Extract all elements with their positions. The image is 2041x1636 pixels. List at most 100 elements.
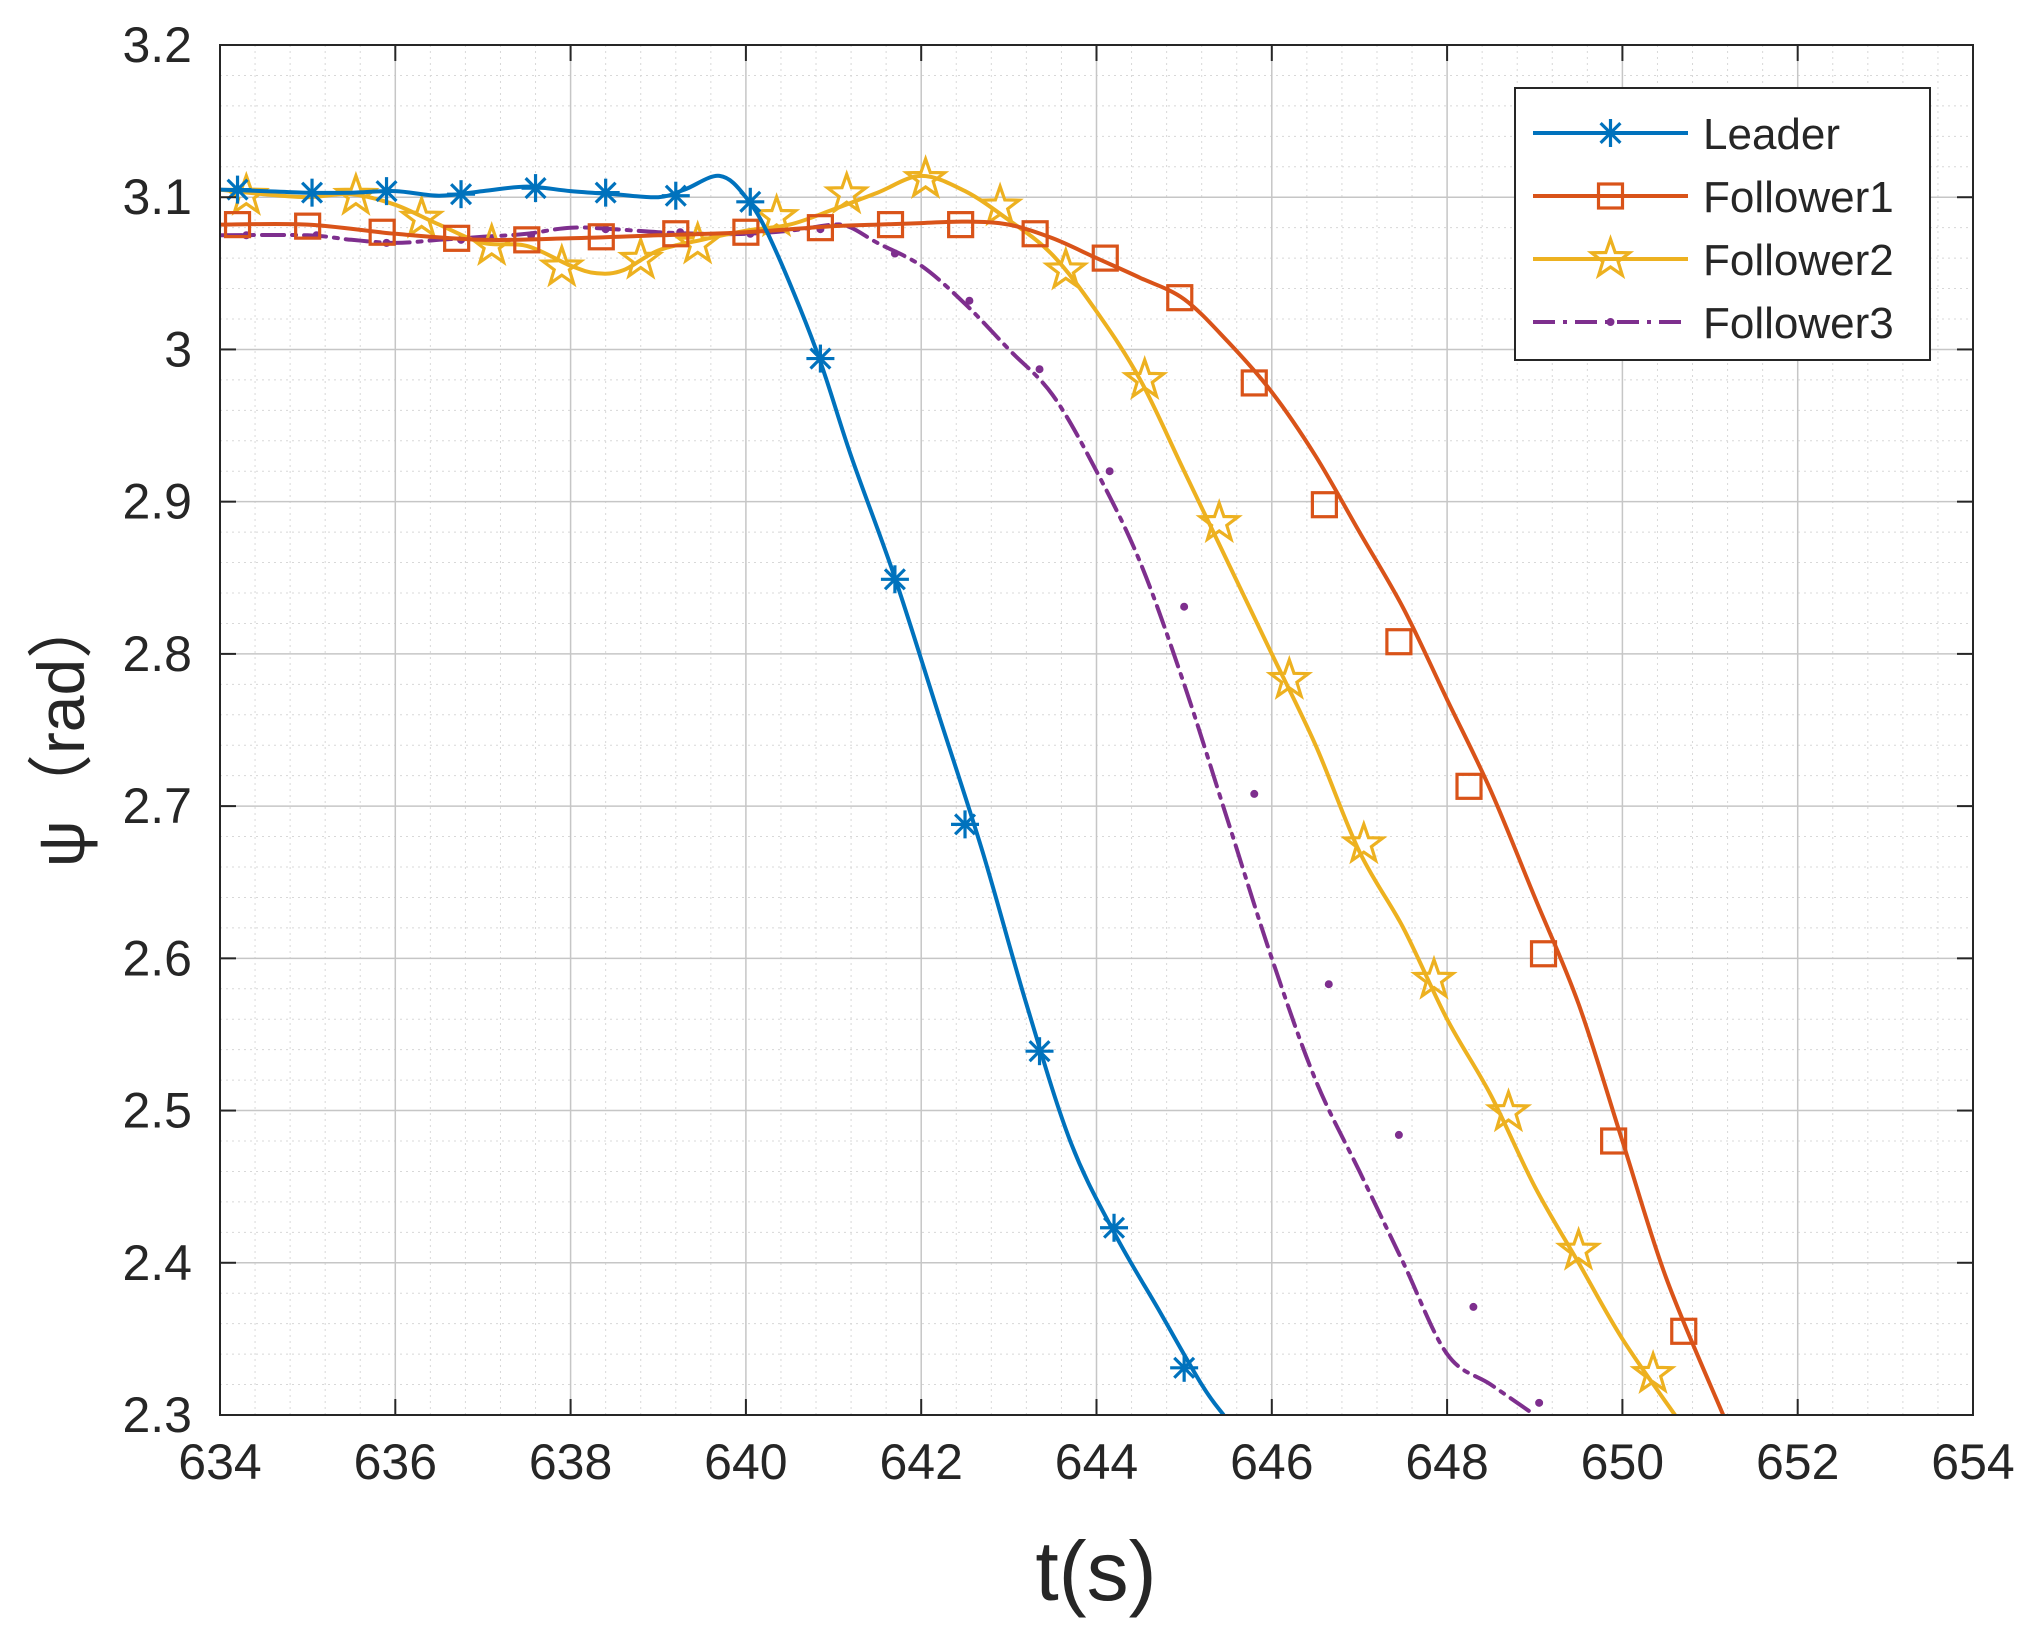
legend-item-leader: Leader	[1533, 110, 1840, 159]
y-tick-label: 2.7	[122, 778, 192, 834]
marker-follower2	[1410, 954, 1458, 1000]
marker-follower3	[1535, 1398, 1544, 1407]
marker-leader	[1100, 1213, 1129, 1242]
x-tick-label: 638	[529, 1434, 612, 1490]
marker-leader	[1025, 1037, 1054, 1066]
y-tick-label: 2.8	[122, 626, 192, 682]
marker-follower1	[1021, 220, 1049, 248]
legend-marker-follower1	[1596, 182, 1625, 210]
marker-follower1	[443, 224, 471, 252]
marker-follower2	[823, 169, 871, 215]
y-tick-label: 3	[164, 321, 192, 377]
marker-follower1	[1529, 940, 1558, 968]
legend-entries: Leader Follower1 Follower2 Follower3	[1533, 110, 1894, 348]
marker-follower1	[1385, 628, 1413, 656]
series-line-follower2	[220, 173, 1677, 1415]
marker-follower1	[294, 212, 322, 240]
marker-follower2	[976, 181, 1024, 227]
marker-follower2	[617, 234, 665, 280]
x-axis-label: t(s)	[1035, 1524, 1156, 1618]
marker-leader	[661, 181, 690, 210]
x-tick-label: 636	[354, 1434, 437, 1490]
legend-label-follower1: Follower1	[1703, 173, 1894, 222]
marker-leader	[880, 565, 909, 594]
x-tick-label: 654	[1931, 1434, 2014, 1490]
legend-label-follower2: Follower2	[1703, 236, 1894, 285]
legend-item-follower2: Follower2	[1533, 234, 1894, 285]
marker-follower1	[1600, 1127, 1628, 1155]
y-tick-label: 2.3	[122, 1387, 192, 1443]
marker-leader	[521, 174, 550, 203]
legend: Leader Follower1 Follower2 Follower3	[1514, 87, 1931, 361]
legend-marker-follower3	[1606, 318, 1615, 326]
series-line-leader	[220, 173, 1226, 1415]
marker-follower1	[662, 220, 690, 248]
x-tick-labels: 634 636 638 640 642 644 646 648 650 652 654	[178, 1434, 2014, 1490]
y-tick-label: 2.9	[122, 474, 192, 530]
marker-follower3	[965, 296, 974, 305]
marker-leader	[736, 187, 765, 216]
x-tick-label: 644	[1055, 1434, 1138, 1490]
marker-follower1	[368, 218, 396, 246]
y-tick-labels: 2.3 2.4 2.5 2.6 2.7 2.8 2.9 3 3.1 3.2	[122, 17, 192, 1443]
marker-leader	[223, 175, 252, 204]
marker-follower2	[1121, 355, 1169, 401]
x-tick-label: 652	[1756, 1434, 1839, 1490]
series-line-follower3	[220, 222, 1537, 1415]
marker-follower2	[901, 154, 950, 200]
marker-follower2	[1195, 498, 1243, 544]
marker-leader	[298, 178, 327, 207]
axis-ticks	[219, 44, 1974, 1416]
marker-leader	[1170, 1353, 1199, 1382]
marker-follower1	[947, 211, 975, 239]
x-tick-label: 646	[1230, 1434, 1313, 1490]
marker-follower2	[1629, 1349, 1677, 1395]
x-tick-label: 648	[1405, 1434, 1488, 1490]
series-line-follower1	[220, 219, 1726, 1415]
marker-follower2	[1554, 1225, 1603, 1271]
y-axis-label: ψ（rad）	[24, 593, 98, 867]
series-leader	[220, 173, 1226, 1415]
marker-leader	[372, 177, 401, 206]
series-follower1	[220, 211, 1726, 1415]
marker-leader	[447, 180, 476, 209]
legend-item-follower3: Follower3	[1533, 299, 1894, 348]
marker-follower3	[1180, 602, 1189, 611]
marker-follower3	[1394, 1130, 1403, 1139]
legend-marker-follower2	[1586, 234, 1635, 280]
marker-follower1	[1455, 772, 1483, 800]
marker-follower3	[601, 225, 610, 234]
marker-follower2	[397, 193, 446, 239]
marker-follower1	[513, 226, 541, 254]
marker-follower1	[223, 211, 252, 239]
legend-label-follower3: Follower3	[1703, 299, 1894, 348]
marker-follower1	[587, 223, 615, 251]
marker-follower2	[1265, 654, 1314, 700]
marker-leader	[591, 178, 620, 207]
marker-follower1	[876, 211, 905, 239]
marker-follower2	[752, 192, 801, 238]
marker-follower1	[1670, 1317, 1698, 1345]
legend-marker-leader	[1596, 119, 1625, 147]
marker-follower2	[332, 170, 380, 216]
marker-follower3	[1250, 789, 1259, 798]
legend-label-leader: Leader	[1703, 110, 1840, 159]
legend-item-follower1: Follower1	[1533, 173, 1894, 222]
y-tick-label: 2.6	[122, 930, 192, 986]
marker-follower1	[806, 214, 835, 242]
marker-follower1	[1091, 244, 1119, 272]
marker-follower1	[1166, 284, 1194, 312]
marker-follower2	[1484, 1087, 1533, 1133]
marker-follower2	[538, 242, 586, 288]
series-layer	[220, 154, 1726, 1415]
marker-follower3	[1324, 980, 1333, 989]
marker-leader	[806, 344, 835, 373]
x-tick-label: 642	[879, 1434, 962, 1490]
marker-leader	[951, 810, 980, 839]
x-tick-label: 634	[178, 1434, 261, 1490]
marker-follower2	[1042, 245, 1090, 291]
x-tick-label: 640	[704, 1434, 787, 1490]
marker-follower3	[1035, 365, 1044, 374]
